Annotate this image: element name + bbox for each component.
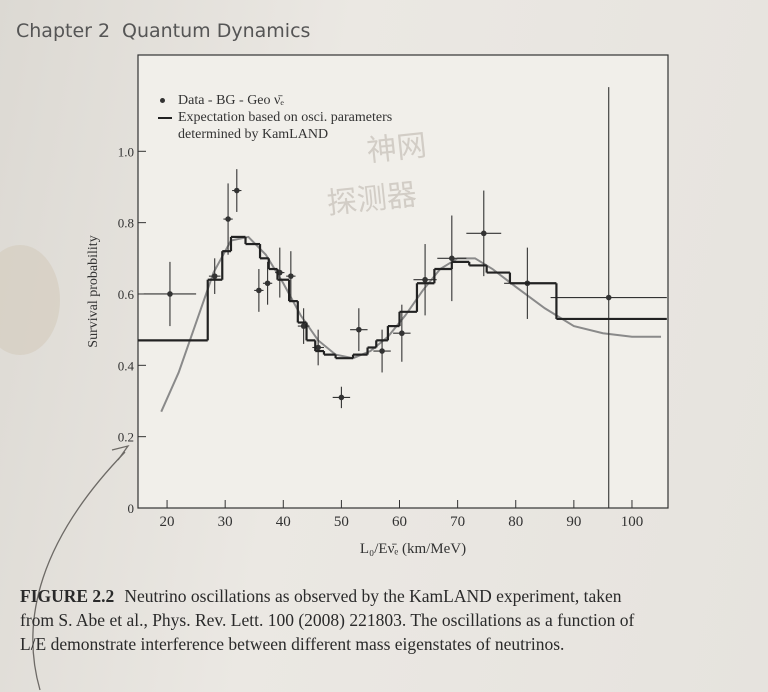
x-axis-label: L₀/Eν̄ₑ (km/MeV) — [360, 541, 466, 557]
pencil-mark — [111, 444, 130, 461]
data-point — [422, 276, 428, 283]
data-point — [225, 216, 231, 222]
y-tick-label: 0.2 — [118, 430, 134, 445]
data-point — [300, 323, 307, 329]
data-point — [399, 330, 405, 337]
x-tick-label: 90 — [566, 514, 581, 530]
data-point — [264, 280, 271, 287]
data-point — [449, 255, 455, 262]
legend-label: Data - BG - Geo ν̄ₑ — [178, 93, 284, 108]
y-tick-label: 0.8 — [118, 216, 134, 231]
x-tick-label: 20 — [160, 514, 175, 530]
data-point — [211, 273, 218, 279]
pencil-mark — [32, 451, 126, 691]
caption-line: L/E demonstrate interference between dif… — [20, 632, 755, 656]
stain — [0, 245, 60, 355]
watermark: 神网 — [365, 129, 428, 168]
data-point — [338, 394, 345, 401]
legend-symbol — [160, 98, 165, 103]
data-point — [288, 273, 294, 279]
data-point — [256, 287, 262, 294]
x-tick-label: 100 — [621, 514, 644, 530]
caption-label: FIGURE 2.2 — [20, 586, 115, 606]
caption-line: from S. Abe et al., Phys. Rev. Lett. 100… — [20, 608, 755, 632]
x-tick-label: 50 — [334, 514, 349, 530]
data-point — [315, 344, 321, 351]
plot-frame — [137, 54, 669, 509]
data-point — [379, 348, 385, 354]
y-tick-label: 1.0 — [118, 144, 134, 159]
data-point — [605, 294, 612, 301]
legend-entry: Expectation based on osci. parameters de… — [158, 109, 448, 143]
data-point — [480, 230, 487, 237]
x-tick-label: 60 — [392, 514, 407, 530]
data-point — [356, 326, 362, 333]
expectation-curve — [160, 235, 662, 413]
x-tick-label: 80 — [508, 514, 523, 530]
legend: Data - BG - Geo ν̄ₑ Expectation based on … — [158, 92, 448, 143]
y-axis-label: Survival probability — [86, 235, 101, 347]
caption-text: Neutrino oscillations as observed by the… — [124, 586, 622, 606]
chapter-title: Quantum Dynamics — [122, 20, 311, 42]
x-tick-label: 30 — [218, 514, 233, 530]
data-point — [233, 187, 240, 194]
chapter: Chapter 2 — [16, 20, 111, 42]
caption-text: L/E demonstrate interference between dif… — [20, 634, 565, 654]
legend-entry: Data - BG - Geo ν̄ₑ — [158, 92, 448, 109]
y-tick-label: 0.6 — [118, 287, 135, 302]
x-tick-label: 70 — [450, 514, 465, 530]
caption-text: from S. Abe et al., Phys. Rev. Lett. 100… — [20, 610, 635, 630]
legend-symbol — [158, 117, 172, 119]
data-point — [167, 291, 173, 297]
legend-label: Expectation based on osci. parameters de… — [178, 110, 393, 142]
y-tick-label: 0.4 — [118, 358, 135, 373]
caption-line: FIGURE 2.2 Neutrino oscillations as obser… — [20, 584, 755, 608]
caption: FIGURE 2.2 Neutrino oscillations as obser… — [20, 584, 755, 656]
x-tick-label: 40 — [276, 514, 291, 530]
y-tick-label: 0 — [128, 501, 135, 516]
